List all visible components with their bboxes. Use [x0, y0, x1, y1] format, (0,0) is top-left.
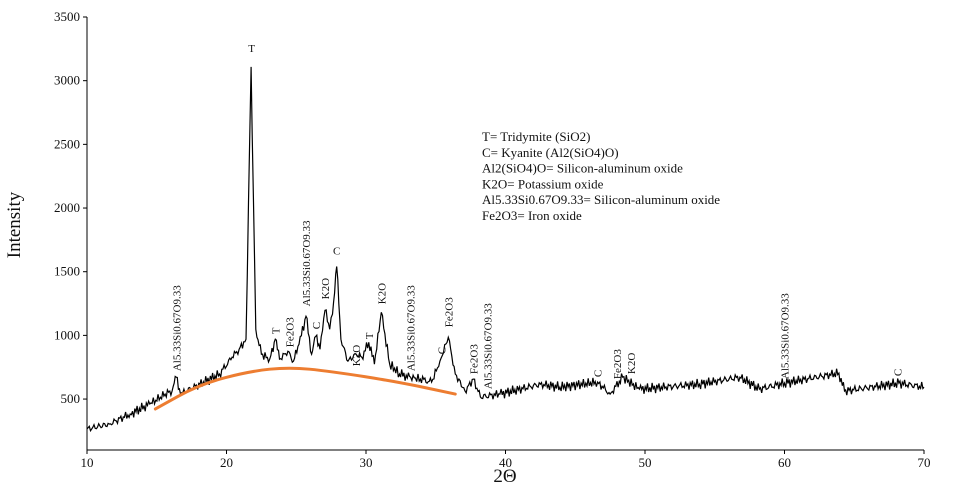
y-tick-label: 1000 [54, 327, 80, 342]
peak-label: C [311, 322, 323, 329]
legend-entry: Al5.33Si0.67O9.33= Silicon-aluminum oxid… [482, 192, 720, 207]
x-tick-label: 20 [220, 455, 233, 470]
peak-label: Fe2O3 [612, 349, 624, 379]
y-tick-label: 500 [61, 391, 81, 406]
y-tick-label: 3000 [54, 73, 80, 88]
peak-label: K2O [320, 278, 332, 299]
peak-label: Al5.33Si0.67O9.33 [406, 285, 418, 371]
peak-label: Al5.33Si0.67O9.33 [301, 220, 313, 306]
x-tick-label: 40 [499, 455, 512, 470]
y-tick-label: 1500 [54, 264, 80, 279]
peak-label: Al5.33Si0.67O9.33 [482, 303, 494, 389]
y-tick-label: 2000 [54, 200, 80, 215]
peak-label: Fe2O3 [284, 317, 296, 347]
xrd-pattern-line [86, 66, 925, 433]
background-curve [153, 366, 457, 411]
x-tick-label: 50 [639, 455, 652, 470]
y-tick-label: 3500 [54, 9, 80, 24]
peak-label: Al5.33Si0.67O9.33 [171, 285, 183, 371]
legend: T= Tridymite (SiO2)C= Kyanite (Al2(SiO4)… [482, 129, 720, 223]
peak-label: C [593, 370, 605, 377]
peak-label: T [364, 332, 376, 339]
legend-entry: K2O= Potassium oxide [482, 176, 604, 191]
peak-label: C [333, 246, 340, 258]
x-tick-label: 60 [778, 455, 791, 470]
axes: 10 20 30 40 50 60 70 500 1000 1500 2000 2500 3000 350… [54, 9, 931, 470]
peak-label: Fe2O3 [468, 344, 480, 374]
peak-label: C [436, 347, 448, 354]
y-tick-label: 2500 [54, 136, 80, 151]
x-tick-label: 10 [81, 455, 94, 470]
legend-entry: C= Kyanite (Al2(SiO4)O) [482, 145, 619, 160]
peak-label: K2O [626, 353, 638, 374]
peak-label: Al5.33Si0.67O9.33 [780, 293, 792, 379]
x-axis-label: 2Θ [493, 466, 516, 487]
legend-entry: Al2(SiO4)O= Silicon-aluminum oxide [482, 161, 683, 176]
peak-label: K2O [376, 283, 388, 304]
peak-label: T [270, 327, 282, 334]
series-group [86, 66, 925, 433]
peak-label: C [892, 369, 904, 376]
legend-entry: Fe2O3= Iron oxide [482, 208, 582, 223]
x-tick-label: 30 [360, 455, 373, 470]
peak-label: K2O [351, 345, 363, 366]
x-tick-label: 70 [918, 455, 931, 470]
y-axis-label: Intensity [4, 191, 25, 258]
legend-entry: T= Tridymite (SiO2) [482, 129, 590, 144]
peak-label: Fe2O3 [443, 297, 455, 327]
peak-label: T [248, 43, 255, 55]
